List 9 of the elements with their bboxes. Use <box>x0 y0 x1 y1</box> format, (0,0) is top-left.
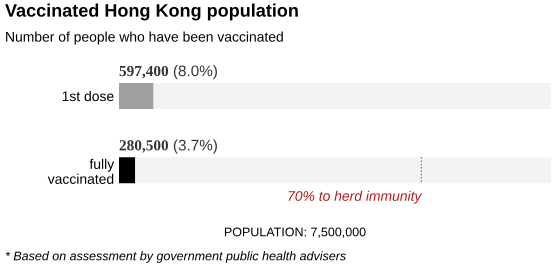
y-tick-label: fully vaccinated <box>48 158 114 184</box>
data-label: 280,500 (3.7%) <box>120 139 217 154</box>
chart-subtitle: Number of people who have been vaccinated <box>6 32 283 44</box>
ref-line-label: 70% to herd immunity <box>288 190 422 204</box>
chart-title: Vaccinated Hong Kong population <box>5 4 298 20</box>
y-tick-label: 1st dose <box>62 90 114 102</box>
text: * Based on assessment by government public health advisers <box>6 251 346 263</box>
data-label: 597,400 (8.0%) <box>120 65 217 80</box>
text: POPULATION: 7,500,000 <box>224 228 366 238</box>
